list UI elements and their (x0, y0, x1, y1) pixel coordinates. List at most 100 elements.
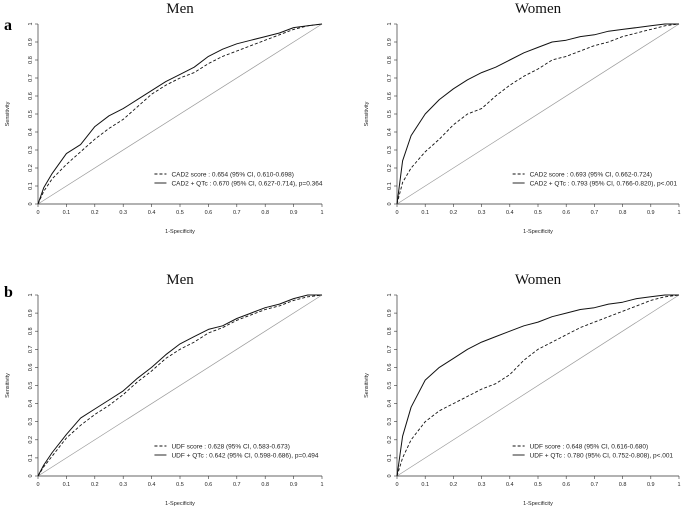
panel-label-b: b (4, 284, 13, 301)
y-tick-label: 0.2 (387, 164, 393, 172)
x-tick-label: 0.8 (619, 210, 627, 216)
x-tick-label: 0.1 (421, 210, 429, 216)
x-tick-label: 0 (395, 482, 398, 488)
y-tick-label: 0.6 (28, 364, 34, 372)
x-tick-label: 0.9 (647, 210, 655, 216)
x-tick-label: 0.3 (119, 482, 127, 488)
chart-title: Women (515, 1, 562, 17)
chart-title: Women (515, 272, 562, 288)
reference-diagonal (37, 294, 323, 477)
x-tick-label: 0.1 (63, 210, 71, 216)
x-axis-label: 1-Specificity (523, 501, 553, 507)
y-tick-label: 0 (387, 202, 393, 205)
x-tick-label: 0.7 (233, 482, 241, 488)
y-tick-label: 0.8 (28, 327, 34, 335)
x-tick-label: 0.5 (176, 482, 184, 488)
y-tick-label: 0.5 (387, 110, 393, 118)
y-axis-label: Sensitivity (5, 373, 11, 398)
chart-3: Women 0 0.1 0.2 0.3 0.4 0.5 0.6 0.7 0.8 0.9 1 0 0.1 0.… (364, 272, 681, 507)
y-tick-label: 0 (28, 202, 34, 205)
y-tick-label: 0.6 (28, 92, 34, 100)
y-tick-label: 0.6 (387, 364, 393, 372)
x-tick-label: 0.9 (290, 210, 298, 216)
y-tick-label: 0.4 (387, 128, 393, 136)
y-tick-label: 1 (28, 293, 34, 296)
y-tick-label: 0.7 (28, 74, 34, 82)
x-tick-label: 0.4 (506, 210, 514, 216)
x-tick-label: 0.3 (478, 482, 486, 488)
y-tick-label: 0.3 (387, 146, 393, 154)
x-tick-label: 0.9 (290, 482, 298, 488)
legend-entry: CAD2 score : 0.654 (95% CI, 0.610-0.698) (171, 171, 293, 178)
x-tick-label: 0.8 (619, 482, 627, 488)
y-tick-label: 0.8 (387, 56, 393, 64)
y-tick-label: 0.2 (28, 164, 34, 172)
y-tick-label: 0.9 (387, 309, 393, 317)
y-tick-label: 0.7 (387, 74, 393, 82)
y-tick-label: 0.4 (28, 128, 34, 136)
roc-curve-plus-qtc (396, 294, 679, 477)
x-tick-label: 0.4 (148, 482, 156, 488)
y-tick-label: 0.5 (387, 382, 393, 390)
y-tick-label: 0.1 (387, 454, 393, 462)
y-tick-label: 0.8 (387, 327, 393, 335)
y-tick-label: 0.5 (28, 382, 34, 390)
x-tick-label: 0.6 (205, 482, 213, 488)
chart-1: Women 0 0.1 0.2 0.3 0.4 0.5 0.6 0.7 0.8 0.9 1 0 0.1 0.… (364, 1, 681, 235)
roc-curve-base (396, 23, 680, 205)
y-tick-label: 0.3 (28, 146, 34, 154)
x-tick-label: 0.4 (506, 482, 514, 488)
x-tick-label: 0 (36, 482, 39, 488)
x-tick-label: 0.1 (63, 482, 71, 488)
legend-entry: UDF score : 0.628 (95% CI, 0.583-0.673) (171, 443, 290, 450)
y-tick-label: 0 (387, 474, 393, 477)
y-tick-label: 0.1 (28, 454, 34, 462)
x-tick-label: 0.4 (148, 210, 156, 216)
x-tick-label: 0.3 (478, 210, 486, 216)
legend-entry: CAD2 score : 0.693 (95% CI, 0.662-0.724) (530, 171, 652, 178)
roc-curve-base (396, 294, 680, 477)
x-tick-label: 1 (677, 210, 680, 216)
y-tick-label: 1 (387, 293, 393, 296)
y-tick-label: 0.2 (387, 436, 393, 444)
y-axis-label: Sensitivity (364, 101, 370, 126)
chart-title: Men (166, 272, 194, 288)
x-tick-label: 0.9 (647, 482, 655, 488)
y-tick-label: 0.3 (387, 418, 393, 426)
x-axis-label: 1-Specificity (165, 501, 195, 507)
x-tick-label: 0.1 (421, 482, 429, 488)
x-tick-label: 0.6 (562, 482, 570, 488)
x-tick-label: 0.7 (591, 210, 599, 216)
legend-entry: CAD2 + QTc : 0.670 (95% CI, 0.627-0.714)… (171, 180, 322, 187)
panel-label-a: a (4, 17, 12, 34)
reference-diagonal (396, 294, 680, 477)
x-tick-label: 0.5 (534, 210, 542, 216)
y-tick-label: 0.7 (28, 345, 34, 353)
x-tick-label: 0.8 (261, 210, 269, 216)
x-tick-label: 1 (320, 210, 323, 216)
x-tick-label: 0 (395, 210, 398, 216)
x-tick-label: 0.3 (119, 210, 127, 216)
y-tick-label: 0.1 (387, 182, 393, 190)
x-tick-label: 0.6 (205, 210, 213, 216)
x-axis-label: 1-Specificity (523, 229, 553, 235)
x-tick-label: 0.2 (450, 482, 458, 488)
x-axis-label: 1-Specificity (165, 229, 195, 235)
x-tick-label: 0.6 (562, 210, 570, 216)
x-tick-label: 0.2 (91, 482, 99, 488)
y-tick-label: 1 (387, 22, 393, 25)
y-tick-label: 0.9 (28, 38, 34, 46)
charts-group: Men 0 0.1 0.2 0.3 0.4 0.5 0.6 0.7 0.8 0.9 1 0 0.1 0.2 0… (5, 1, 681, 507)
y-tick-label: 0.3 (28, 418, 34, 426)
y-tick-label: 0.1 (28, 182, 34, 190)
y-tick-label: 0.4 (387, 400, 393, 408)
y-tick-label: 0 (28, 474, 34, 477)
x-tick-label: 0.2 (450, 210, 458, 216)
y-tick-label: 0.5 (28, 110, 34, 118)
roc-curve-base (37, 294, 323, 477)
legend-entry: UDF + QTc : 0.642 (95% CI, 0.598-0.686),… (171, 452, 318, 459)
y-tick-label: 0.7 (387, 345, 393, 353)
x-tick-label: 0.5 (534, 482, 542, 488)
y-tick-label: 1 (28, 22, 34, 25)
chart-2: Men 0 0.1 0.2 0.3 0.4 0.5 0.6 0.7 0.8 0.9 1 0 0.1 0.2 0… (5, 272, 324, 507)
